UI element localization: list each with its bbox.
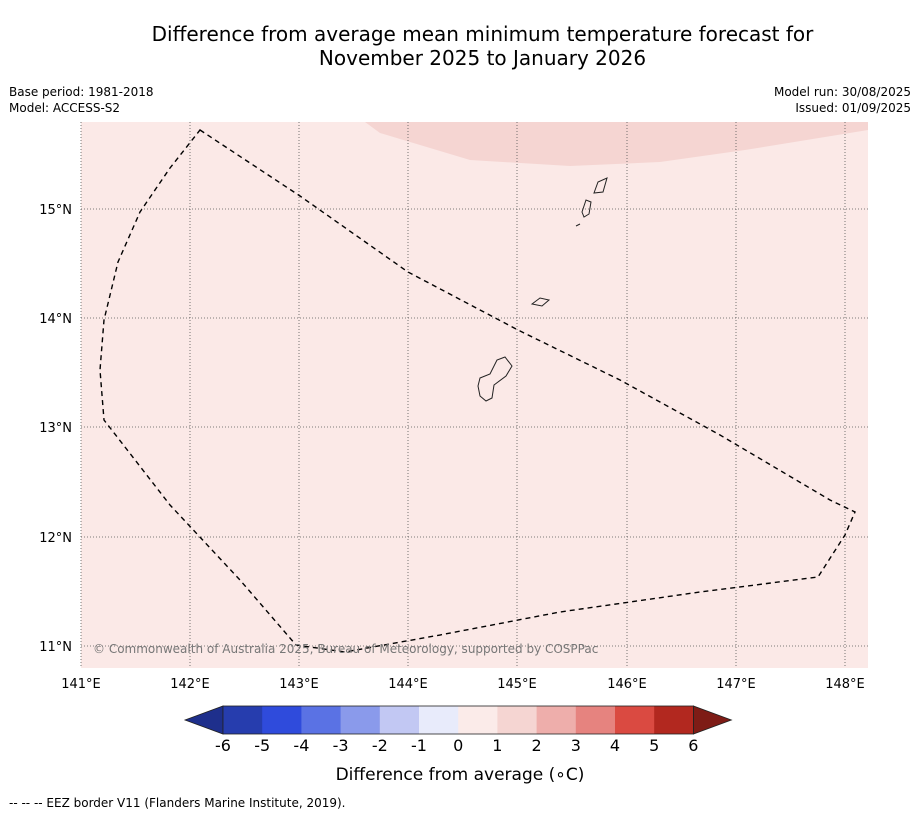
island-rota: [530, 297, 551, 307]
colorbar-tick-label: 1: [492, 736, 502, 755]
colorbar-tick-label: 3: [571, 736, 581, 755]
lat-label: 12°N: [39, 531, 72, 546]
lat-label: 15°N: [39, 203, 72, 218]
copyright-text: © Commonwealth of Australia 2025, Bureau…: [93, 642, 598, 656]
colorbar-extend-low: [183, 705, 224, 735]
colorbar-label: Difference from average (∘C): [336, 765, 585, 785]
lat-label: 11°N: [39, 640, 72, 655]
colorbar-segment: [223, 706, 263, 734]
lon-label: 144°E: [388, 677, 428, 692]
colorbar-segment: [301, 706, 342, 734]
map-panel: © Commonwealth of Australia 2025, Bureau…: [80, 122, 868, 668]
colorbar-tick-label: -2: [372, 736, 388, 755]
colorbar-tick-label: 0: [453, 736, 463, 755]
chart-title: Difference from average mean minimum tem…: [0, 22, 919, 70]
colorbar-tick-label: -1: [411, 736, 427, 755]
island-tinian: [581, 199, 592, 218]
lon-label: 142°E: [170, 677, 210, 692]
colorbar-tick-label: 5: [649, 736, 659, 755]
eez-border: [99, 129, 856, 653]
colorbar-segment: [654, 706, 694, 734]
lon-label: 147°E: [716, 677, 756, 692]
colorbar-tick-label: -4: [293, 736, 309, 755]
map-background: [81, 122, 868, 668]
colorbar-extend-high: [693, 705, 733, 735]
colorbar-tick-label: 2: [532, 736, 542, 755]
colorbar-segment: [419, 706, 459, 734]
gridlines: [80, 122, 868, 668]
lon-label: 148°E: [825, 677, 865, 692]
title-line-2: November 2025 to January 2026: [318, 46, 647, 70]
island-saipan: [593, 177, 608, 194]
colorbar-segment: [340, 706, 381, 734]
island-aguijan: [575, 223, 581, 227]
title-line-1: Difference from average mean minimum tem…: [151, 22, 814, 46]
colorbar: [183, 705, 733, 735]
model-name: Model: ACCESS-S2: [9, 101, 121, 115]
eez-footnote: -- -- -- EEZ border V11 (Flanders Marine…: [9, 796, 346, 810]
colorbar-tick-label: 4: [610, 736, 620, 755]
lon-label: 143°E: [279, 677, 319, 692]
lat-labels: 15°N 14°N 13°N 12°N 11°N: [39, 203, 72, 655]
lon-label: 145°E: [497, 677, 537, 692]
colorbar-tick-label: -5: [254, 736, 270, 755]
base-period: Base period: 1981-2018: [9, 85, 154, 99]
meta-left: Base period: 1981-2018 Model: ACCESS-S2: [9, 84, 154, 116]
colorbar-ticks: -6 -5 -4 -3 -2 -1 0 1 2 3 4 5 6: [215, 736, 698, 755]
lat-label: 13°N: [39, 421, 72, 436]
colorbar-segment: [615, 706, 655, 734]
colorbar-tick-label: 6: [688, 736, 698, 755]
model-run: Model run: 30/08/2025: [773, 85, 911, 99]
colorbar-segment: [536, 706, 577, 734]
colorbar-tick-label: -6: [215, 736, 231, 755]
lon-labels: 141°E 142°E 143°E 144°E 145°E 146°E 147°…: [61, 677, 865, 692]
colorbar-segment: [262, 706, 302, 734]
colorbar-segment: [379, 706, 420, 734]
lat-label: 14°N: [39, 312, 72, 327]
colorbar-outline: [222, 705, 694, 735]
colorbar-segment: [575, 706, 616, 734]
lon-label: 146°E: [607, 677, 647, 692]
lon-label: 141°E: [61, 677, 101, 692]
issued-date: Issued: 01/09/2025: [795, 101, 911, 115]
warmer-anomaly-region: [365, 122, 868, 166]
colorbar-segment: [458, 706, 498, 734]
island-guam: [477, 356, 513, 402]
colorbar-tick-label: -3: [333, 736, 349, 755]
islands: [477, 177, 608, 402]
colorbar-segment: [497, 706, 538, 734]
meta-right: Model run: 30/08/2025 Issued: 01/09/2025: [774, 84, 911, 116]
